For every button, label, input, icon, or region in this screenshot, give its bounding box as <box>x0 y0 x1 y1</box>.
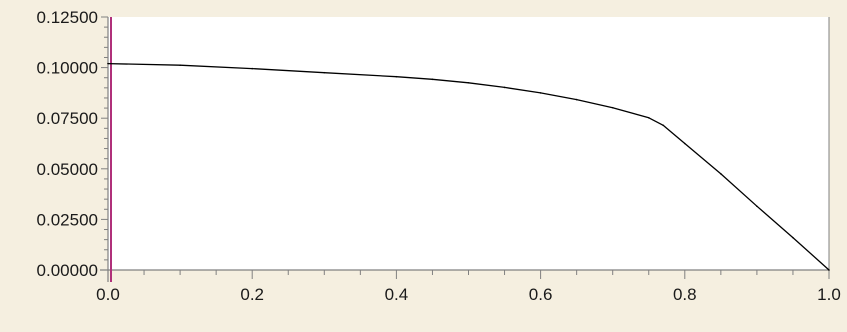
x-tick-label: 1.0 <box>817 285 841 304</box>
y-tick-label: 0.07500 <box>37 109 98 128</box>
data-point <box>662 124 664 127</box>
y-tick-label: 0.00000 <box>37 261 98 280</box>
y-tick-label: 0.10000 <box>37 59 98 78</box>
x-tick-label: 0.2 <box>240 285 264 304</box>
data-point <box>539 92 542 94</box>
data-point <box>503 86 506 89</box>
x-tick-label: 0.0 <box>96 285 120 304</box>
data-point <box>828 269 830 271</box>
data-point <box>395 75 398 78</box>
data-point <box>251 67 253 70</box>
data-point <box>792 236 794 239</box>
data-point <box>107 62 109 65</box>
x-tick-label: 0.8 <box>673 285 697 304</box>
data-point <box>431 78 434 81</box>
data-point <box>575 98 578 101</box>
data-point <box>684 142 686 145</box>
x-tick-label: 0.6 <box>529 285 553 304</box>
series-line <box>107 62 830 271</box>
data-point <box>611 106 614 109</box>
y-tick-label: 0.12500 <box>37 8 98 27</box>
y-tick-label: 0.05000 <box>37 160 98 179</box>
data-point <box>647 116 650 119</box>
data-point <box>720 173 722 175</box>
y-tick-label: 0.02500 <box>37 210 98 229</box>
data-point <box>467 81 470 84</box>
data-point <box>756 205 758 208</box>
x-tick-label: 0.4 <box>385 285 409 304</box>
plot-area <box>108 17 829 270</box>
data-point <box>179 64 181 66</box>
data-point <box>323 71 326 74</box>
